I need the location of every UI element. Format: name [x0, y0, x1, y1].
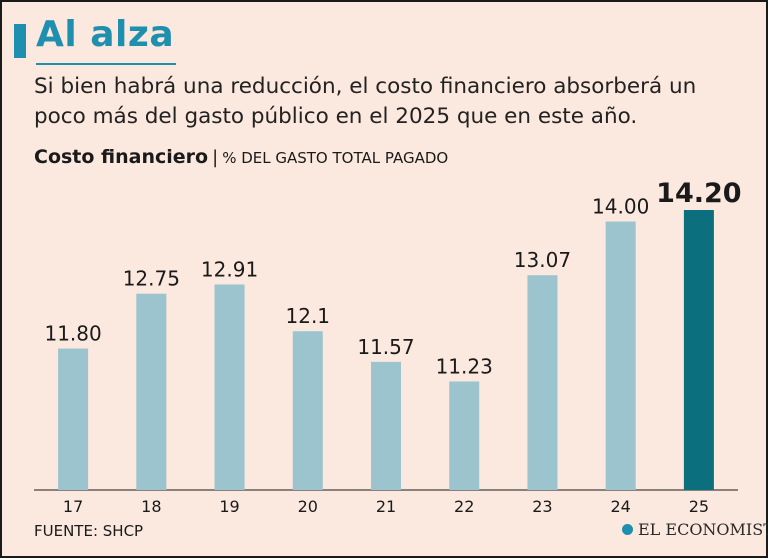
- bars-layer: [58, 210, 714, 490]
- tick-label-21: 21: [376, 497, 396, 516]
- bar-23: [527, 275, 558, 490]
- bar-22: [449, 381, 480, 490]
- tick-labels-layer: 17 18 19 20 21 22 23 24 25: [63, 497, 709, 516]
- subtitle: Si bien habrá una reducción, el costo fi…: [34, 74, 697, 129]
- brand-logo: EL ECONOMISTA: [622, 520, 768, 539]
- title-underline: [36, 63, 176, 65]
- chart-label: Costo financiero |% DEL GASTO TOTAL PAGAD…: [34, 146, 448, 168]
- bar-17: [58, 348, 89, 490]
- tick-label-17: 17: [63, 497, 83, 516]
- tick-label-24: 24: [610, 497, 630, 516]
- brand-name: EL ECONOMISTA: [638, 520, 768, 539]
- bar-24: [605, 221, 636, 490]
- value-label-23: 13.07: [514, 248, 571, 272]
- value-label-22: 11.23: [436, 354, 493, 378]
- value-labels-layer: 11.80 12.75 12.91 12.1 11.57 11.23 13.07 14.00 1…: [44, 178, 741, 378]
- bar-21: [371, 361, 401, 490]
- value-label-18: 12.75: [123, 267, 180, 291]
- title-accent-bar: [14, 24, 26, 58]
- tick-label-19: 19: [219, 497, 239, 516]
- page-title: Al alza: [36, 14, 175, 55]
- value-label-19: 12.91: [201, 257, 258, 281]
- value-label-17: 11.80: [44, 322, 101, 346]
- tick-label-25: 25: [689, 497, 709, 516]
- chart-label-unit: % DEL GASTO TOTAL PAGADO: [222, 149, 449, 167]
- tick-label-20: 20: [298, 497, 318, 516]
- tick-label-22: 22: [454, 497, 474, 516]
- bar-19: [214, 284, 245, 490]
- value-label-25: 14.20: [656, 178, 741, 209]
- source-note: FUENTE: SHCP: [34, 522, 144, 540]
- value-label-20: 12.1: [286, 304, 331, 328]
- tick-label-23: 23: [532, 497, 552, 516]
- bar-20: [292, 331, 323, 490]
- value-label-21: 11.57: [357, 335, 414, 359]
- chart-label-title: Costo financiero: [34, 146, 209, 168]
- bar-18: [136, 293, 167, 490]
- value-label-24: 14.00: [592, 195, 649, 219]
- tick-label-18: 18: [141, 497, 161, 516]
- chart-label-separator: |: [212, 147, 219, 168]
- el-economista-logo-icon: [622, 524, 633, 535]
- bar-25: [683, 210, 714, 490]
